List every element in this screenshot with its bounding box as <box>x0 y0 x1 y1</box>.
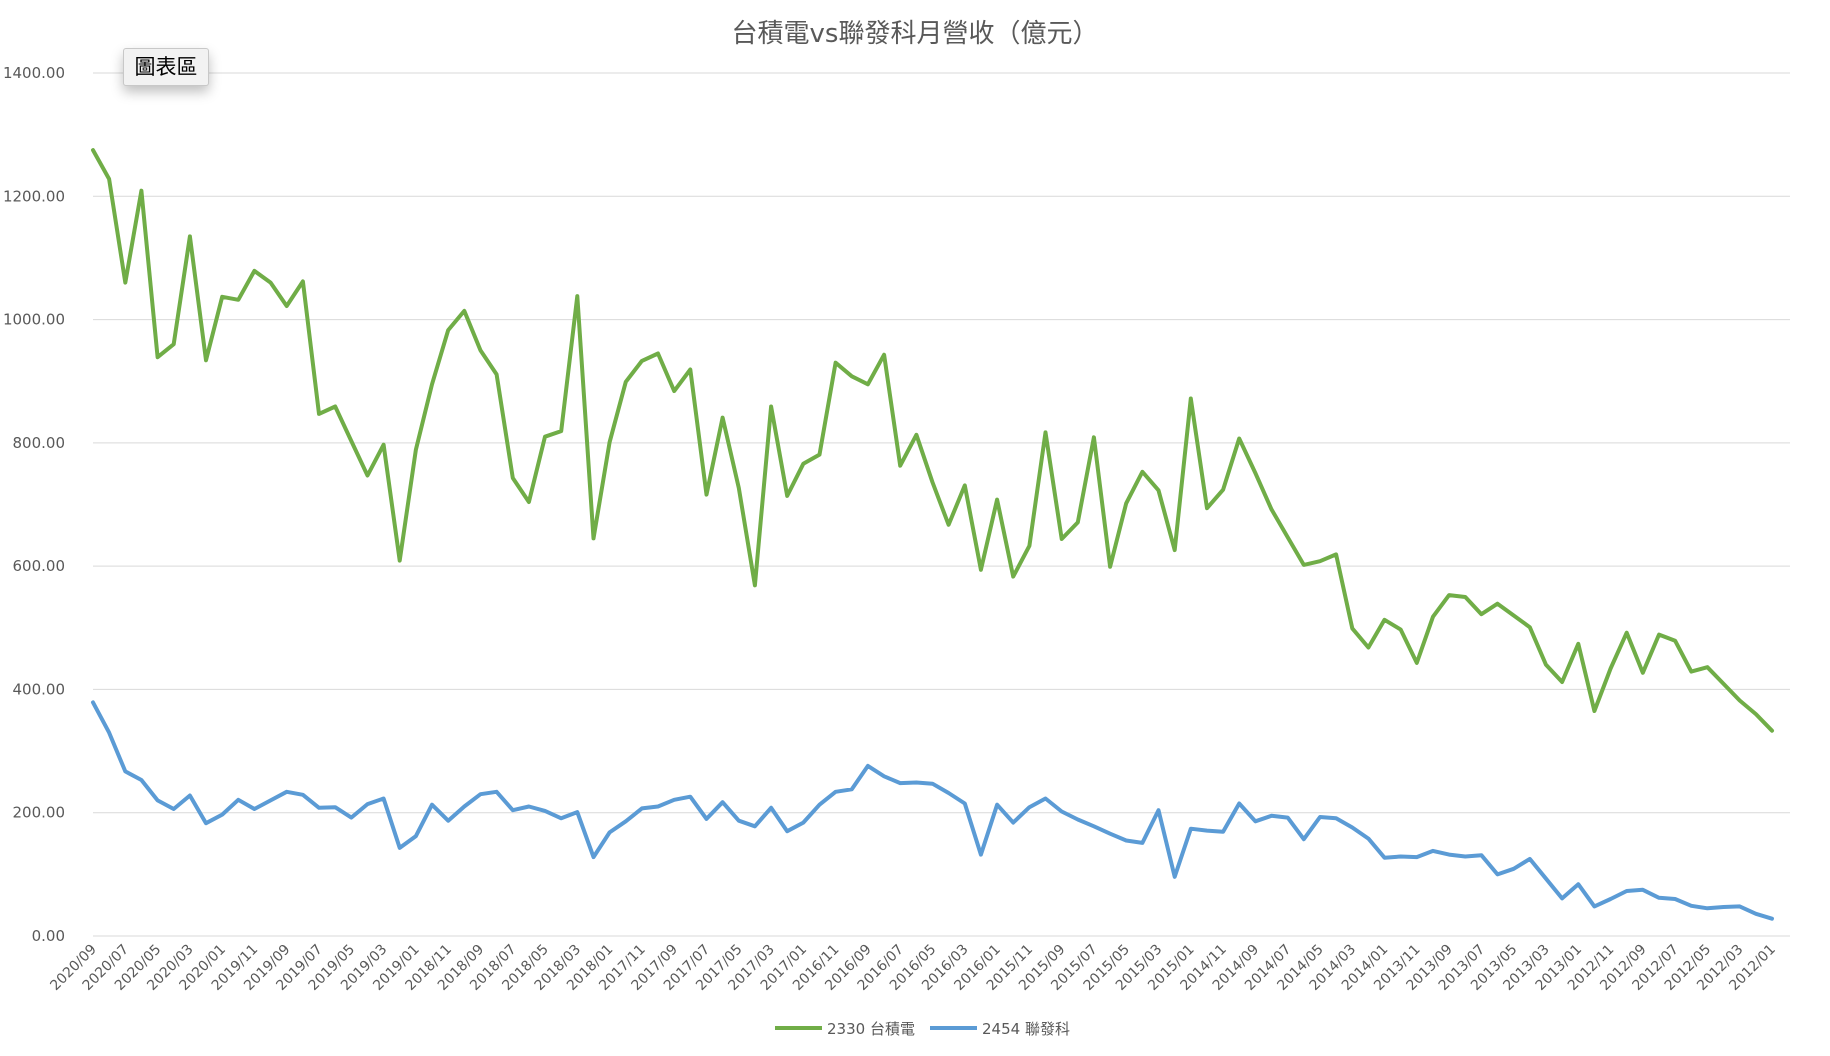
y-tick-label: 400.00 <box>13 680 66 698</box>
legend-label-2330: 2330 台積電 <box>827 1020 915 1038</box>
legend: 2330 台積電 2454 聯發科 <box>775 1020 1070 1038</box>
gridlines <box>93 72 1790 937</box>
series-line-1 <box>91 700 1774 921</box>
y-tick-label: 1200.00 <box>3 187 65 205</box>
series-lines <box>91 148 1774 921</box>
y-tick-label: 600.00 <box>13 557 66 575</box>
legend-label-2454: 2454 聯發科 <box>982 1020 1070 1038</box>
y-axis-tick-labels: 0.00 200.00 400.00 600.00 800.00 1000.00 1200.… <box>3 64 65 945</box>
y-tick-label: 1400.00 <box>3 64 65 82</box>
y-tick-label: 0.00 <box>32 927 65 945</box>
y-tick-label: 200.00 <box>13 804 66 822</box>
y-tick-label: 800.00 <box>13 434 66 452</box>
series-line-0 <box>91 148 1774 733</box>
chart-area-tooltip: 圖表區 <box>123 48 209 86</box>
chart-title: 台積電vs聯發科月營收（億元） <box>732 19 1099 49</box>
y-tick-label: 1000.00 <box>3 311 65 329</box>
